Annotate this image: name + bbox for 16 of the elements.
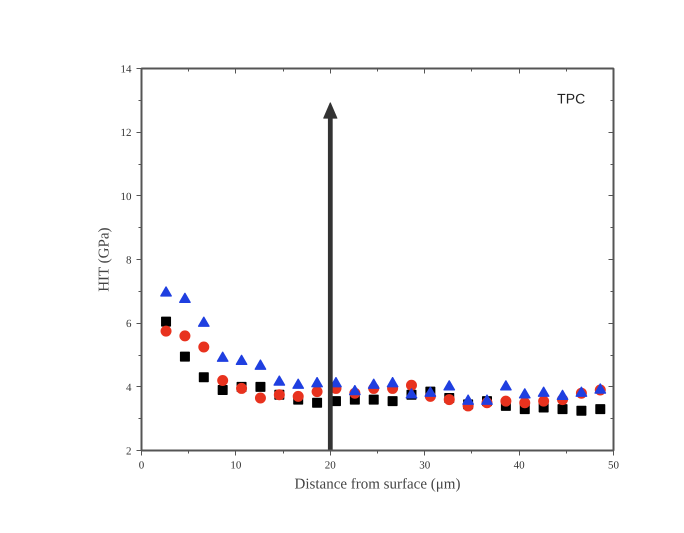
x-tick-label: 10 bbox=[230, 460, 242, 472]
y-tick-label: 6 bbox=[126, 318, 132, 330]
x-axis-title: Distance from surface (μm) bbox=[294, 476, 460, 492]
x-tick-label: 30 bbox=[419, 460, 431, 472]
x-tick-label: 50 bbox=[608, 460, 620, 472]
annotation: TPC bbox=[557, 90, 586, 107]
y-tick-label: 10 bbox=[120, 190, 132, 203]
x-tick-label: 0 bbox=[138, 460, 145, 472]
y-tick-label: 4 bbox=[126, 382, 132, 394]
y-axis-title: HIT (GPa) bbox=[96, 227, 112, 292]
x-tick-label: 20 bbox=[324, 460, 336, 472]
y-tick-label: 2 bbox=[126, 446, 132, 458]
y-tick-label: 12 bbox=[120, 127, 132, 140]
y-tick-label: 8 bbox=[126, 254, 132, 266]
x-tick-label: 40 bbox=[514, 460, 526, 472]
y-tick-label: 14 bbox=[120, 64, 132, 76]
